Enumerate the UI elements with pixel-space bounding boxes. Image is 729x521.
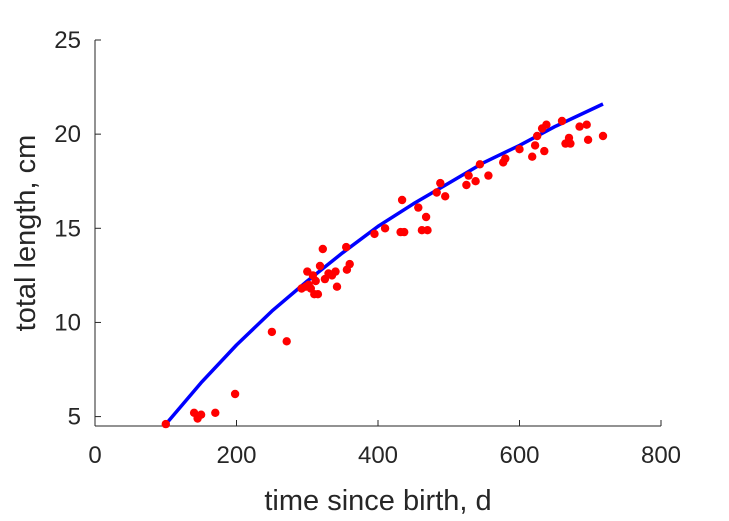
data-point-23 <box>332 282 342 291</box>
y-tick-label-25: 25 <box>54 27 81 54</box>
data-point-30 <box>397 195 407 205</box>
x-tick-label-0: 0 <box>88 442 101 469</box>
data-point-53 <box>557 116 567 126</box>
x-tick-label-600: 600 <box>499 442 539 469</box>
x-tick-label-800: 800 <box>641 442 681 469</box>
data-point-36 <box>432 188 441 197</box>
data-point-45 <box>501 154 510 163</box>
data-point-34 <box>421 212 431 222</box>
data-point-27 <box>370 229 379 239</box>
data-point-49 <box>533 131 542 141</box>
data-point-3 <box>196 410 206 419</box>
data-point-18 <box>318 244 327 254</box>
data-point-28 <box>380 224 390 233</box>
data-point-35 <box>423 226 432 235</box>
data-point-52 <box>542 120 551 129</box>
x-axis-ticks: 0 200 400 600 800 <box>88 420 681 469</box>
data-point-0 <box>161 419 170 429</box>
data-point-51 <box>540 146 549 156</box>
data-point-60 <box>598 131 608 141</box>
data-point-6 <box>267 327 277 337</box>
y-tick-label-20: 20 <box>54 121 81 148</box>
y-tick-label-10: 10 <box>54 309 81 336</box>
data-point-42 <box>475 160 485 169</box>
data-point-40 <box>464 171 473 180</box>
data-point-48 <box>530 141 540 150</box>
fit-curve-layer <box>162 102 604 428</box>
data-point-39 <box>462 180 471 190</box>
data-point-4 <box>211 408 220 417</box>
data-point-32 <box>414 203 423 212</box>
data-point-24 <box>342 242 351 252</box>
y-tick-label-5: 5 <box>68 404 81 431</box>
x-tick-label-200: 200 <box>216 442 256 469</box>
data-point-5 <box>230 389 240 399</box>
data-point-15 <box>311 276 320 286</box>
data-point-56 <box>566 139 575 148</box>
data-point-58 <box>582 120 591 129</box>
data-point-7 <box>282 337 291 346</box>
data-point-41 <box>471 177 480 186</box>
data-point-57 <box>575 122 584 131</box>
data-point-43 <box>484 171 493 180</box>
y-axis-label: total length, cm <box>10 135 42 332</box>
data-point-22 <box>331 267 340 276</box>
plot-area: 5 10 15 20 25 0 200 400 600 800 <box>54 27 681 469</box>
data-point-17 <box>315 261 325 271</box>
x-axis-label: time since birth, d <box>264 485 491 517</box>
data-point-46 <box>515 145 524 154</box>
y-tick-label-15: 15 <box>54 215 81 242</box>
data-point-38 <box>441 192 450 201</box>
data-point-37 <box>436 178 445 188</box>
fit-curve <box>162 102 604 428</box>
y-axis-ticks: 5 10 15 20 25 <box>54 27 101 431</box>
data-point-26 <box>345 259 354 269</box>
scatter-points-layer <box>161 116 608 429</box>
data-point-47 <box>528 152 537 161</box>
data-point-31 <box>400 227 409 237</box>
data-point-16 <box>313 290 323 299</box>
data-point-59 <box>583 135 593 144</box>
x-tick-label-400: 400 <box>358 442 398 469</box>
